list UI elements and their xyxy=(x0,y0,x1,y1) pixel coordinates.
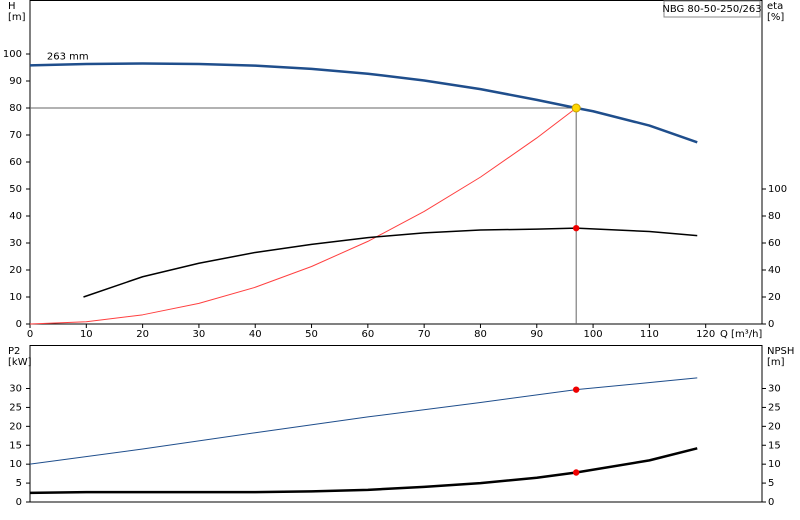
plot-frame xyxy=(29,345,763,503)
y-tick-label: 15 xyxy=(9,440,22,451)
y2-tick-label: 15 xyxy=(768,440,781,451)
curve xyxy=(29,62,698,144)
y-tick-label: 5 xyxy=(16,478,22,489)
y-axis-label: [kW] xyxy=(8,357,32,368)
operating-point xyxy=(571,103,581,113)
y-axis-label: [m] xyxy=(8,12,26,23)
y-tick-label: 30 xyxy=(9,238,22,249)
x-tick-label: 110 xyxy=(640,329,659,340)
x-axis-label: Q [m³/h] xyxy=(720,329,762,340)
y2-axis-label: NPSH xyxy=(767,346,794,357)
y-axis-label: H xyxy=(8,1,16,12)
y-tick-label: 100 xyxy=(3,49,22,60)
y2-axis-label: eta xyxy=(767,1,783,12)
x-tick-label: 10 xyxy=(80,329,93,340)
y-axis-label: P2 xyxy=(8,346,20,357)
x-tick-label: 90 xyxy=(530,329,543,340)
x-tick-label: 60 xyxy=(361,329,374,340)
operating-point xyxy=(572,224,580,232)
y2-axis-label: [m] xyxy=(767,357,785,368)
y2-tick-label: 0 xyxy=(768,497,774,508)
y2-tick-label: 40 xyxy=(768,265,781,276)
y2-tick-label: 80 xyxy=(768,211,781,222)
x-tick-label: 120 xyxy=(696,329,715,340)
y-tick-label: 90 xyxy=(9,76,22,87)
y-tick-label: 25 xyxy=(9,402,22,413)
chart-title: NBG 80-50-250/263 xyxy=(662,4,761,15)
y-tick-label: 20 xyxy=(9,421,22,432)
y-tick-label: 10 xyxy=(9,459,22,470)
y2-tick-label: 20 xyxy=(768,421,781,432)
y2-tick-label: 5 xyxy=(768,478,774,489)
curve xyxy=(29,447,698,495)
x-tick-label: 30 xyxy=(193,329,206,340)
x-tick-label: 20 xyxy=(136,329,149,340)
y-tick-label: 70 xyxy=(9,130,22,141)
y2-tick-label: 30 xyxy=(768,384,781,395)
y2-tick-label: 20 xyxy=(768,292,781,303)
annotation: 263 mm xyxy=(47,52,89,63)
y2-tick-label: 0 xyxy=(768,319,774,330)
y-tick-label: 10 xyxy=(9,292,22,303)
y-tick-label: 40 xyxy=(9,211,22,222)
y-tick-label: 0 xyxy=(16,319,22,330)
y-tick-label: 20 xyxy=(9,265,22,276)
x-tick-label: 0 xyxy=(27,329,33,340)
y-tick-label: 60 xyxy=(9,157,22,168)
y2-axis-label: [%] xyxy=(767,12,784,23)
x-tick-label: 80 xyxy=(474,329,487,340)
x-tick-label: 50 xyxy=(305,329,318,340)
y2-tick-label: 60 xyxy=(768,238,781,249)
x-tick-label: 70 xyxy=(418,329,431,340)
operating-point xyxy=(572,386,580,393)
plot-frame xyxy=(29,0,763,325)
curve xyxy=(29,107,577,325)
curve xyxy=(29,377,698,465)
title-box xyxy=(663,0,761,18)
y-tick-label: 50 xyxy=(9,184,22,195)
curve xyxy=(83,227,698,298)
y-tick-label: 0 xyxy=(16,497,22,508)
y-tick-label: 80 xyxy=(9,103,22,114)
x-tick-label: 40 xyxy=(249,329,262,340)
operating-point xyxy=(572,469,580,476)
y2-tick-label: 10 xyxy=(768,459,781,470)
y2-tick-label: 25 xyxy=(768,402,781,413)
x-tick-label: 100 xyxy=(584,329,603,340)
y-tick-label: 30 xyxy=(9,384,22,395)
y2-tick-label: 100 xyxy=(768,184,787,195)
